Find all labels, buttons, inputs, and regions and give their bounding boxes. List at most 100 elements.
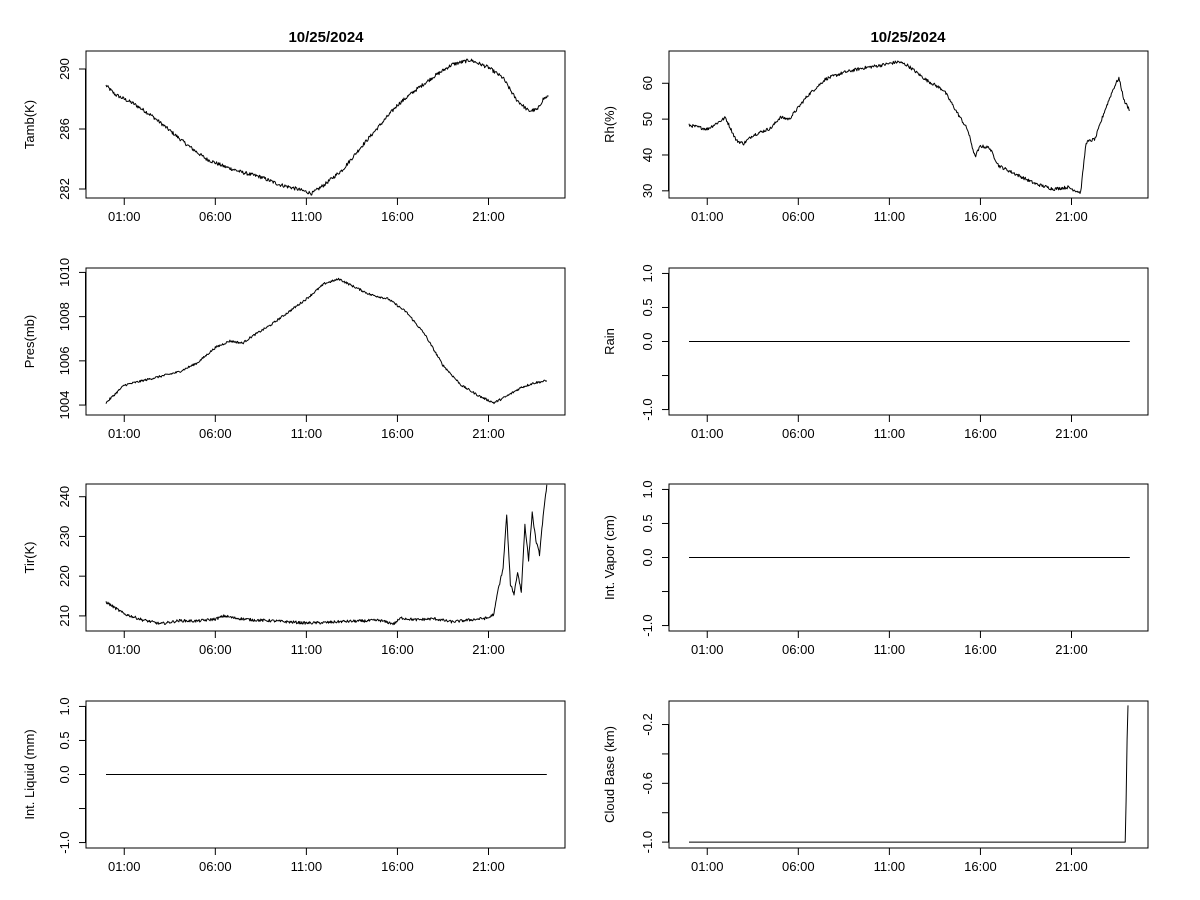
- x-tick-label: 21:00: [1055, 426, 1088, 441]
- y-axis: -1.0 0.0 0.5 1.0: [640, 264, 669, 421]
- x-tick-label: 16:00: [381, 426, 414, 441]
- x-axis: 01:00 06:00 11:00 16:00 21:00: [108, 631, 505, 657]
- plot-frame: [85, 267, 566, 416]
- x-tick-label: 01:00: [691, 642, 724, 657]
- x-tick-label: 21:00: [1055, 859, 1088, 874]
- y-tick-label: 230: [57, 526, 72, 548]
- y-tick-label: 60: [640, 76, 655, 90]
- plot-frame: [668, 50, 1149, 199]
- series-line: [105, 277, 548, 405]
- y-axis: 30 40 50 60: [640, 76, 669, 198]
- y-tick-label: -0.6: [640, 772, 655, 794]
- y-tick-label: 0.0: [640, 548, 655, 566]
- x-tick-label: 11:00: [874, 426, 906, 441]
- x-tick-label: 21:00: [1055, 209, 1088, 224]
- panel-int-liquid: Int. Liquid (mm) 01:00 06:00 11:00 16:00 21:…: [22, 697, 566, 874]
- x-tick-label: 06:00: [199, 859, 232, 874]
- y-axis: -1.0 -0.6 -0.2: [640, 713, 669, 853]
- y-tick-label: 240: [57, 486, 72, 508]
- y-tick-label: 290: [57, 58, 72, 80]
- panel-pres: Pres(mb) 01:00 06:00 11:00 16:00 21:00 10041…: [22, 258, 566, 441]
- panel-tir: Tir(K) 01:00 06:00 11:00 16:00 21:00 2102202…: [22, 483, 566, 657]
- panel-title: 10/25/2024: [870, 29, 946, 46]
- series: [688, 60, 1130, 194]
- x-tick-label: 11:00: [291, 426, 323, 441]
- y-tick-label: 282: [57, 178, 72, 200]
- y-tick-label: -1.0: [640, 614, 655, 636]
- y-axis-label: Int. Vapor (cm): [602, 515, 617, 600]
- x-tick-label: 01:00: [108, 209, 141, 224]
- panel-rh: 10/25/2024 Rh(%) 01:00 06:00 11:00 16:00 21:…: [602, 29, 1149, 224]
- y-tick-label: 1006: [57, 346, 72, 375]
- y-tick-label: 210: [57, 605, 72, 627]
- series-line: [688, 60, 1130, 194]
- x-tick-label: 06:00: [782, 859, 815, 874]
- x-tick-label: 11:00: [874, 209, 906, 224]
- y-tick-label: -1.0: [57, 831, 72, 853]
- y-tick-label: 1008: [57, 302, 72, 331]
- x-tick-label: 06:00: [782, 426, 815, 441]
- y-axis: 1004 1006 1008 1010: [57, 258, 86, 420]
- y-axis: -1.0 0.0 0.5 1.0: [57, 697, 86, 854]
- y-tick-label: 50: [640, 112, 655, 126]
- x-tick-label: 21:00: [1055, 642, 1088, 657]
- panel-rain: Rain 01:00 06:00 11:00 16:00 21:00 -1.0 0.0 0.…: [602, 264, 1149, 441]
- y-axis-label: Tir(K): [22, 541, 37, 573]
- y-axis-label: Rh(%): [602, 106, 617, 143]
- y-axis: -1.0 0.0 0.5 1.0: [640, 480, 669, 637]
- x-tick-label: 16:00: [381, 642, 414, 657]
- plot-frame: [85, 483, 566, 632]
- x-tick-label: 06:00: [199, 426, 232, 441]
- y-axis-label: Rain: [602, 328, 617, 355]
- series: [105, 277, 548, 405]
- y-tick-label: -1.0: [640, 398, 655, 420]
- y-axis-label: Cloud Base (km): [602, 726, 617, 823]
- y-tick-label: 0.5: [57, 731, 72, 749]
- x-axis: 01:00 06:00 11:00 16:00 21:00: [108, 848, 505, 874]
- x-tick-label: 01:00: [108, 642, 141, 657]
- x-tick-label: 16:00: [381, 859, 414, 874]
- panel-tamb: 10/25/2024 Tamb(K) 01:00 06:00 11:00 16:00 2…: [22, 29, 566, 224]
- y-tick-label: 1.0: [640, 264, 655, 282]
- y-axis-label: Int. Liquid (mm): [22, 729, 37, 819]
- y-tick-label: 0.5: [640, 298, 655, 316]
- x-tick-label: 01:00: [691, 859, 724, 874]
- x-tick-label: 21:00: [472, 859, 505, 874]
- x-axis: 01:00 06:00 11:00 16:00 21:00: [691, 848, 1088, 874]
- series-line: [105, 484, 548, 626]
- y-tick-label: -0.2: [640, 713, 655, 735]
- x-tick-label: 11:00: [874, 859, 906, 874]
- x-tick-label: 21:00: [472, 209, 505, 224]
- y-axis-label: Pres(mb): [22, 315, 37, 368]
- x-tick-label: 16:00: [381, 209, 414, 224]
- x-axis: 01:00 06:00 11:00 16:00 21:00: [691, 415, 1088, 441]
- y-axis: 282 286 290: [57, 58, 86, 200]
- y-axis-label: Tamb(K): [22, 100, 37, 149]
- y-tick-label: 1.0: [640, 480, 655, 498]
- x-tick-label: 01:00: [691, 209, 724, 224]
- y-tick-label: -1.0: [640, 831, 655, 853]
- panel-int-vapor: Int. Vapor (cm) 01:00 06:00 11:00 16:00 21:0…: [602, 480, 1149, 657]
- y-tick-label: 220: [57, 565, 72, 587]
- y-tick-label: 30: [640, 184, 655, 198]
- x-tick-label: 01:00: [108, 859, 141, 874]
- y-tick-label: 0.5: [640, 514, 655, 532]
- x-tick-label: 06:00: [782, 642, 815, 657]
- x-tick-label: 11:00: [291, 209, 323, 224]
- x-tick-label: 06:00: [782, 209, 815, 224]
- x-tick-label: 01:00: [108, 426, 141, 441]
- series: [105, 58, 549, 196]
- y-tick-label: 1010: [57, 258, 72, 287]
- series: [105, 484, 548, 626]
- x-tick-label: 01:00: [691, 426, 724, 441]
- x-tick-label: 11:00: [874, 642, 906, 657]
- panel-cloud-base: Cloud Base (km) 01:00 06:00 11:00 16:00 21:0…: [602, 700, 1149, 874]
- x-tick-label: 06:00: [199, 642, 232, 657]
- series-line: [105, 58, 549, 196]
- x-tick-label: 16:00: [964, 642, 997, 657]
- x-tick-label: 06:00: [199, 209, 232, 224]
- y-tick-label: 1.0: [57, 697, 72, 715]
- series: [689, 705, 1129, 843]
- x-tick-label: 21:00: [472, 426, 505, 441]
